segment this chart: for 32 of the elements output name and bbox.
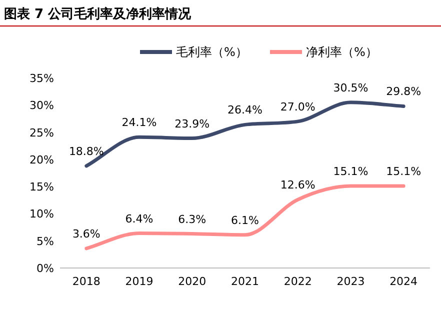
data-label: 29.8%: [386, 85, 422, 98]
data-label: 26.4%: [228, 104, 262, 117]
y-tick-label: 25%: [30, 126, 54, 140]
data-label: 18.8%: [68, 144, 104, 158]
data-label: 6.4%: [125, 212, 154, 226]
y-tick-label: 15%: [30, 180, 54, 194]
legend-label: 净利率（%）: [306, 45, 378, 59]
data-label: 12.6%: [280, 178, 316, 192]
data-label: 23.9%: [174, 117, 210, 130]
x-tick-label: 2023: [336, 275, 365, 288]
y-tick-label: 0%: [36, 262, 54, 275]
data-label: 6.3%: [178, 212, 206, 226]
y-tick-label: 30%: [30, 99, 54, 112]
x-tick-label: 2018: [72, 275, 100, 288]
x-tick-label: 2021: [231, 275, 259, 288]
x-tick-label: 2022: [284, 275, 312, 288]
data-label: 3.6%: [72, 227, 100, 240]
y-tick-label: 35%: [30, 72, 54, 85]
y-tick-label: 5%: [36, 234, 54, 248]
x-tick-label: 2020: [178, 275, 206, 288]
y-tick-label: 10%: [30, 208, 54, 221]
data-label: 30.5%: [333, 81, 368, 94]
data-label: 6.1%: [231, 214, 259, 227]
x-tick-label: 2024: [390, 275, 418, 288]
y-tick-label: 20%: [30, 153, 54, 166]
chart-title: 图表 7 公司毛利率及净利率情况: [4, 6, 192, 22]
legend-label: 毛利率（%）: [176, 45, 248, 59]
data-label: 27.0%: [280, 100, 316, 114]
data-label: 15.1%: [386, 165, 422, 178]
x-tick-label: 2019: [125, 275, 154, 288]
data-label: 24.1%: [122, 116, 157, 130]
data-label: 15.1%: [333, 165, 368, 178]
